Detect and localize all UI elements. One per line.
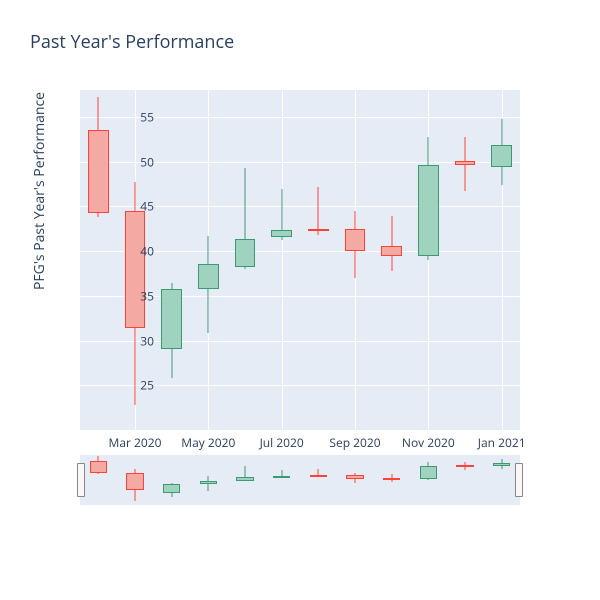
candle[interactable]: [344, 455, 366, 505]
candle[interactable]: [307, 455, 329, 505]
candle-body: [125, 211, 146, 328]
x-tick-label: Mar 2020: [109, 434, 162, 451]
y-tick-label: 25: [122, 377, 154, 394]
y-tick-label: 45: [122, 198, 154, 215]
candle-body: [455, 161, 476, 165]
candle-wick: [391, 216, 392, 271]
chart-title: Past Year's Performance: [30, 30, 234, 54]
rangeslider-plot[interactable]: [80, 455, 520, 505]
x-tick-label: Jan 2021: [478, 434, 526, 451]
candle[interactable]: [234, 455, 256, 505]
x-tick-label: Sep 2020: [329, 434, 380, 451]
candle-body: [273, 476, 290, 478]
candle-body: [418, 165, 439, 255]
candle[interactable]: [491, 455, 513, 505]
candle-body: [383, 478, 400, 480]
x-tick-label: May 2020: [181, 434, 235, 451]
candle[interactable]: [342, 90, 368, 430]
candle-body: [271, 230, 292, 237]
candle-body: [161, 289, 182, 350]
candle-body: [420, 466, 437, 479]
candle-body: [491, 145, 512, 166]
candle[interactable]: [379, 90, 405, 430]
candle[interactable]: [196, 90, 222, 430]
y-tick-label: 35: [122, 287, 154, 304]
candle-body: [90, 461, 107, 473]
rangeslider-handle-right[interactable]: [515, 463, 523, 497]
candle[interactable]: [86, 90, 112, 430]
y-tick-label: 50: [122, 153, 154, 170]
y-tick-label: 30: [122, 332, 154, 349]
candle-body: [200, 481, 217, 485]
candle-body: [88, 130, 109, 212]
candle[interactable]: [417, 455, 439, 505]
x-tick-label: Nov 2020: [402, 434, 455, 451]
candle[interactable]: [452, 90, 478, 430]
candle-body: [346, 475, 363, 478]
candle[interactable]: [232, 90, 258, 430]
candle-body: [345, 229, 366, 251]
candle[interactable]: [161, 455, 183, 505]
x-tick-label: Jul 2020: [260, 434, 304, 451]
y-tick-label: 55: [122, 108, 154, 125]
candle[interactable]: [489, 90, 515, 430]
candle-body: [493, 463, 510, 466]
candle[interactable]: [197, 455, 219, 505]
candle-body: [163, 484, 180, 493]
candle-body: [381, 246, 402, 256]
candle[interactable]: [306, 90, 332, 430]
y-tick-label: 40: [122, 243, 154, 260]
candle[interactable]: [416, 90, 442, 430]
y-axis-label: PFG's Past Year's Performance: [30, 92, 49, 290]
candle[interactable]: [124, 455, 146, 505]
candle-body: [236, 477, 253, 481]
candle[interactable]: [87, 455, 109, 505]
candle[interactable]: [381, 455, 403, 505]
rangeslider-handle-left[interactable]: [77, 463, 85, 497]
candle[interactable]: [271, 455, 293, 505]
candle-body: [126, 473, 143, 490]
candle-body: [235, 239, 256, 268]
candle[interactable]: [269, 90, 295, 430]
candle[interactable]: [454, 455, 476, 505]
candle-body: [198, 264, 219, 289]
candle-body: [456, 465, 473, 467]
candle[interactable]: [159, 90, 185, 430]
candle-body: [308, 229, 329, 231]
candle-body: [310, 475, 327, 477]
